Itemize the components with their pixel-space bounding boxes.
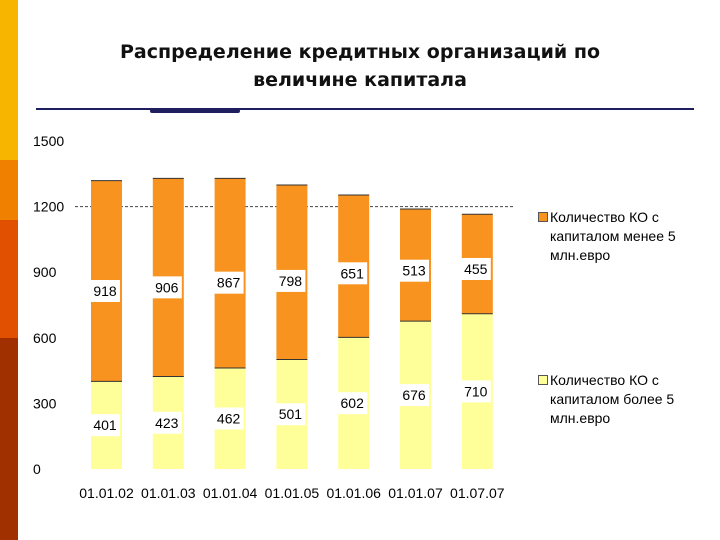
data-label-small-capital: 918 — [93, 283, 117, 299]
y-tick-label: 1200 — [33, 199, 64, 215]
data-label-box-small-capital — [337, 262, 368, 285]
data-label-box-large-capital — [399, 384, 429, 407]
data-label-small-capital: 651 — [341, 265, 365, 281]
data-label-box-large-capital — [275, 403, 306, 426]
title-divider — [36, 108, 694, 110]
x-tick-label: 01.01.03 — [141, 485, 196, 501]
side-accent-1 — [0, 0, 18, 160]
data-label-small-capital: 798 — [279, 273, 303, 289]
data-label-large-capital: 401 — [93, 417, 117, 433]
legend-label-small-capital: Количество КО с капиталом менее 5 млн.ев… — [550, 209, 676, 263]
y-tick-label: 600 — [33, 330, 57, 346]
x-tick-label: 01.01.05 — [265, 485, 320, 501]
data-label-small-capital: 455 — [464, 261, 488, 277]
data-label-large-capital: 676 — [402, 387, 426, 403]
data-label-large-capital: 423 — [155, 415, 179, 431]
legend-label-large-capital: Количество КО с капиталом более 5 млн.ев… — [550, 372, 675, 426]
x-tick-label: 01.07.07 — [450, 485, 505, 501]
legend-item-small-capital: Количество КО с капиталом менее 5 млн.ев… — [538, 208, 698, 265]
x-tick-label: 01.01.06 — [326, 485, 381, 501]
side-accent-3 — [0, 220, 18, 338]
x-tick-label: 01.01.04 — [203, 485, 258, 501]
data-label-box-small-capital — [460, 257, 491, 280]
y-tick-label: 0 — [33, 461, 41, 477]
title-line-2: величине капитала — [253, 69, 467, 91]
data-label-small-capital: 867 — [217, 275, 241, 291]
side-accent-2 — [0, 160, 18, 220]
data-label-large-capital: 710 — [464, 383, 488, 399]
x-tick-label: 01.01.02 — [79, 485, 134, 501]
y-tick-label: 1500 — [33, 133, 64, 149]
data-label-large-capital: 462 — [217, 410, 241, 426]
data-label-small-capital: 513 — [402, 263, 426, 279]
data-label-large-capital: 602 — [341, 395, 365, 411]
data-label-box-small-capital — [90, 279, 120, 302]
y-tick-label: 900 — [33, 264, 57, 280]
title-divider-accent — [150, 109, 240, 113]
data-label-box-large-capital — [90, 414, 120, 437]
y-tick-label: 300 — [33, 395, 57, 411]
legend-item-large-capital: Количество КО с капиталом более 5 млн.ев… — [538, 371, 698, 428]
data-label-large-capital: 501 — [279, 406, 303, 422]
data-label-box-small-capital — [275, 269, 306, 292]
data-label-box-small-capital — [213, 271, 244, 294]
legend-swatch-large-capital — [538, 375, 548, 385]
data-label-box-small-capital — [399, 259, 429, 282]
title-line-1: Распределение кредитных организаций по — [119, 41, 601, 63]
data-label-box-large-capital — [460, 380, 491, 403]
data-label-box-large-capital — [213, 407, 244, 430]
data-label-small-capital: 906 — [155, 279, 179, 295]
slide-title: Распределение кредитных организаций по в… — [60, 38, 660, 94]
data-label-box-large-capital — [151, 411, 182, 434]
legend-swatch-small-capital — [538, 212, 548, 222]
data-label-box-small-capital — [151, 276, 182, 299]
side-accent-4 — [0, 338, 18, 540]
data-label-box-large-capital — [337, 392, 368, 415]
x-tick-label: 01.01.07 — [388, 485, 443, 501]
